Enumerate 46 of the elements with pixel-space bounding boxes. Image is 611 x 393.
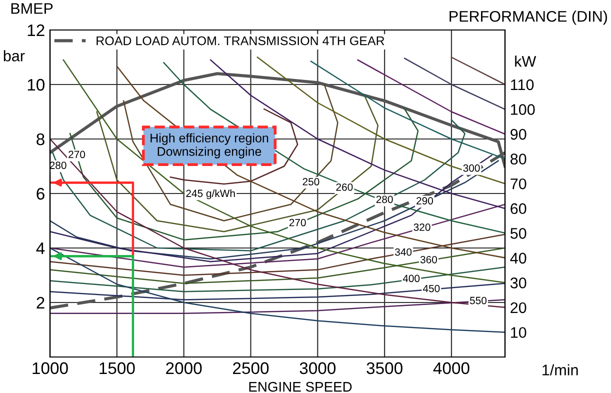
annotation: 550 [470, 296, 487, 304]
y2-tick-label: 60 [510, 203, 526, 214]
x-tick-label: 3500 [366, 362, 402, 374]
annotation: 245 g/kWh [186, 189, 235, 200]
y2-tick-label: 110 [511, 79, 534, 90]
y-tick-label: 10 [28, 78, 44, 91]
y-tick-label: 2 [36, 296, 44, 309]
x-tick-label: 1500 [100, 362, 135, 374]
annotation: 320 [414, 224, 430, 231]
x-tick-label: 3000 [300, 362, 336, 374]
y2-tick-label: 90 [510, 128, 526, 140]
annotation: 360 [420, 256, 438, 264]
annotation: 270 [68, 150, 86, 158]
y-tick-label: 4 [36, 242, 45, 254]
annotation: 340 [395, 248, 412, 256]
y-axis-title: BMEP [11, 3, 53, 14]
annotation: 280 [50, 162, 66, 170]
x-tick-label: 4000 [433, 362, 470, 374]
annotation: High efficiency region Downsizing engine [150, 133, 268, 158]
annotation: 270 [289, 218, 306, 226]
legend-label: ROAD LOAD AUTOM. TRANSMISSION 4TH GEAR [96, 36, 384, 46]
y-tick-label: 6 [36, 188, 44, 200]
y2-tick-label: 50 [510, 228, 526, 239]
x-axis-title: ENGINE SPEED [249, 382, 352, 392]
annotation: 290 [416, 197, 433, 204]
y2-tick-label: 80 [510, 154, 526, 165]
y-tick-label: 12 [28, 24, 44, 36]
annotation: 250 [302, 178, 320, 186]
annotation: 450 [422, 284, 440, 292]
annotation: 400 [402, 274, 420, 282]
y2-tick-label: 40 [510, 252, 526, 264]
y2-tick-label: 70 [510, 178, 526, 190]
text: kW [515, 56, 536, 67]
text: bar [4, 50, 25, 62]
annotation: 300 [463, 164, 480, 172]
x-tick-label: 2500 [233, 362, 269, 374]
x-tick-label: 2000 [166, 362, 202, 374]
text: 1/min [542, 364, 578, 376]
y-tick-label: 8 [36, 133, 44, 146]
y2-tick-label: 20 [510, 302, 526, 314]
y2-tick-label: 30 [510, 278, 526, 288]
annotation: 260 [336, 183, 353, 191]
y2-tick-label: 10 [511, 327, 526, 338]
x-tick-label: 1000 [32, 362, 68, 374]
y2-tick-label: 100 [511, 104, 535, 115]
y2-axis-title: PERFORMANCE (DIN) [450, 10, 607, 25]
